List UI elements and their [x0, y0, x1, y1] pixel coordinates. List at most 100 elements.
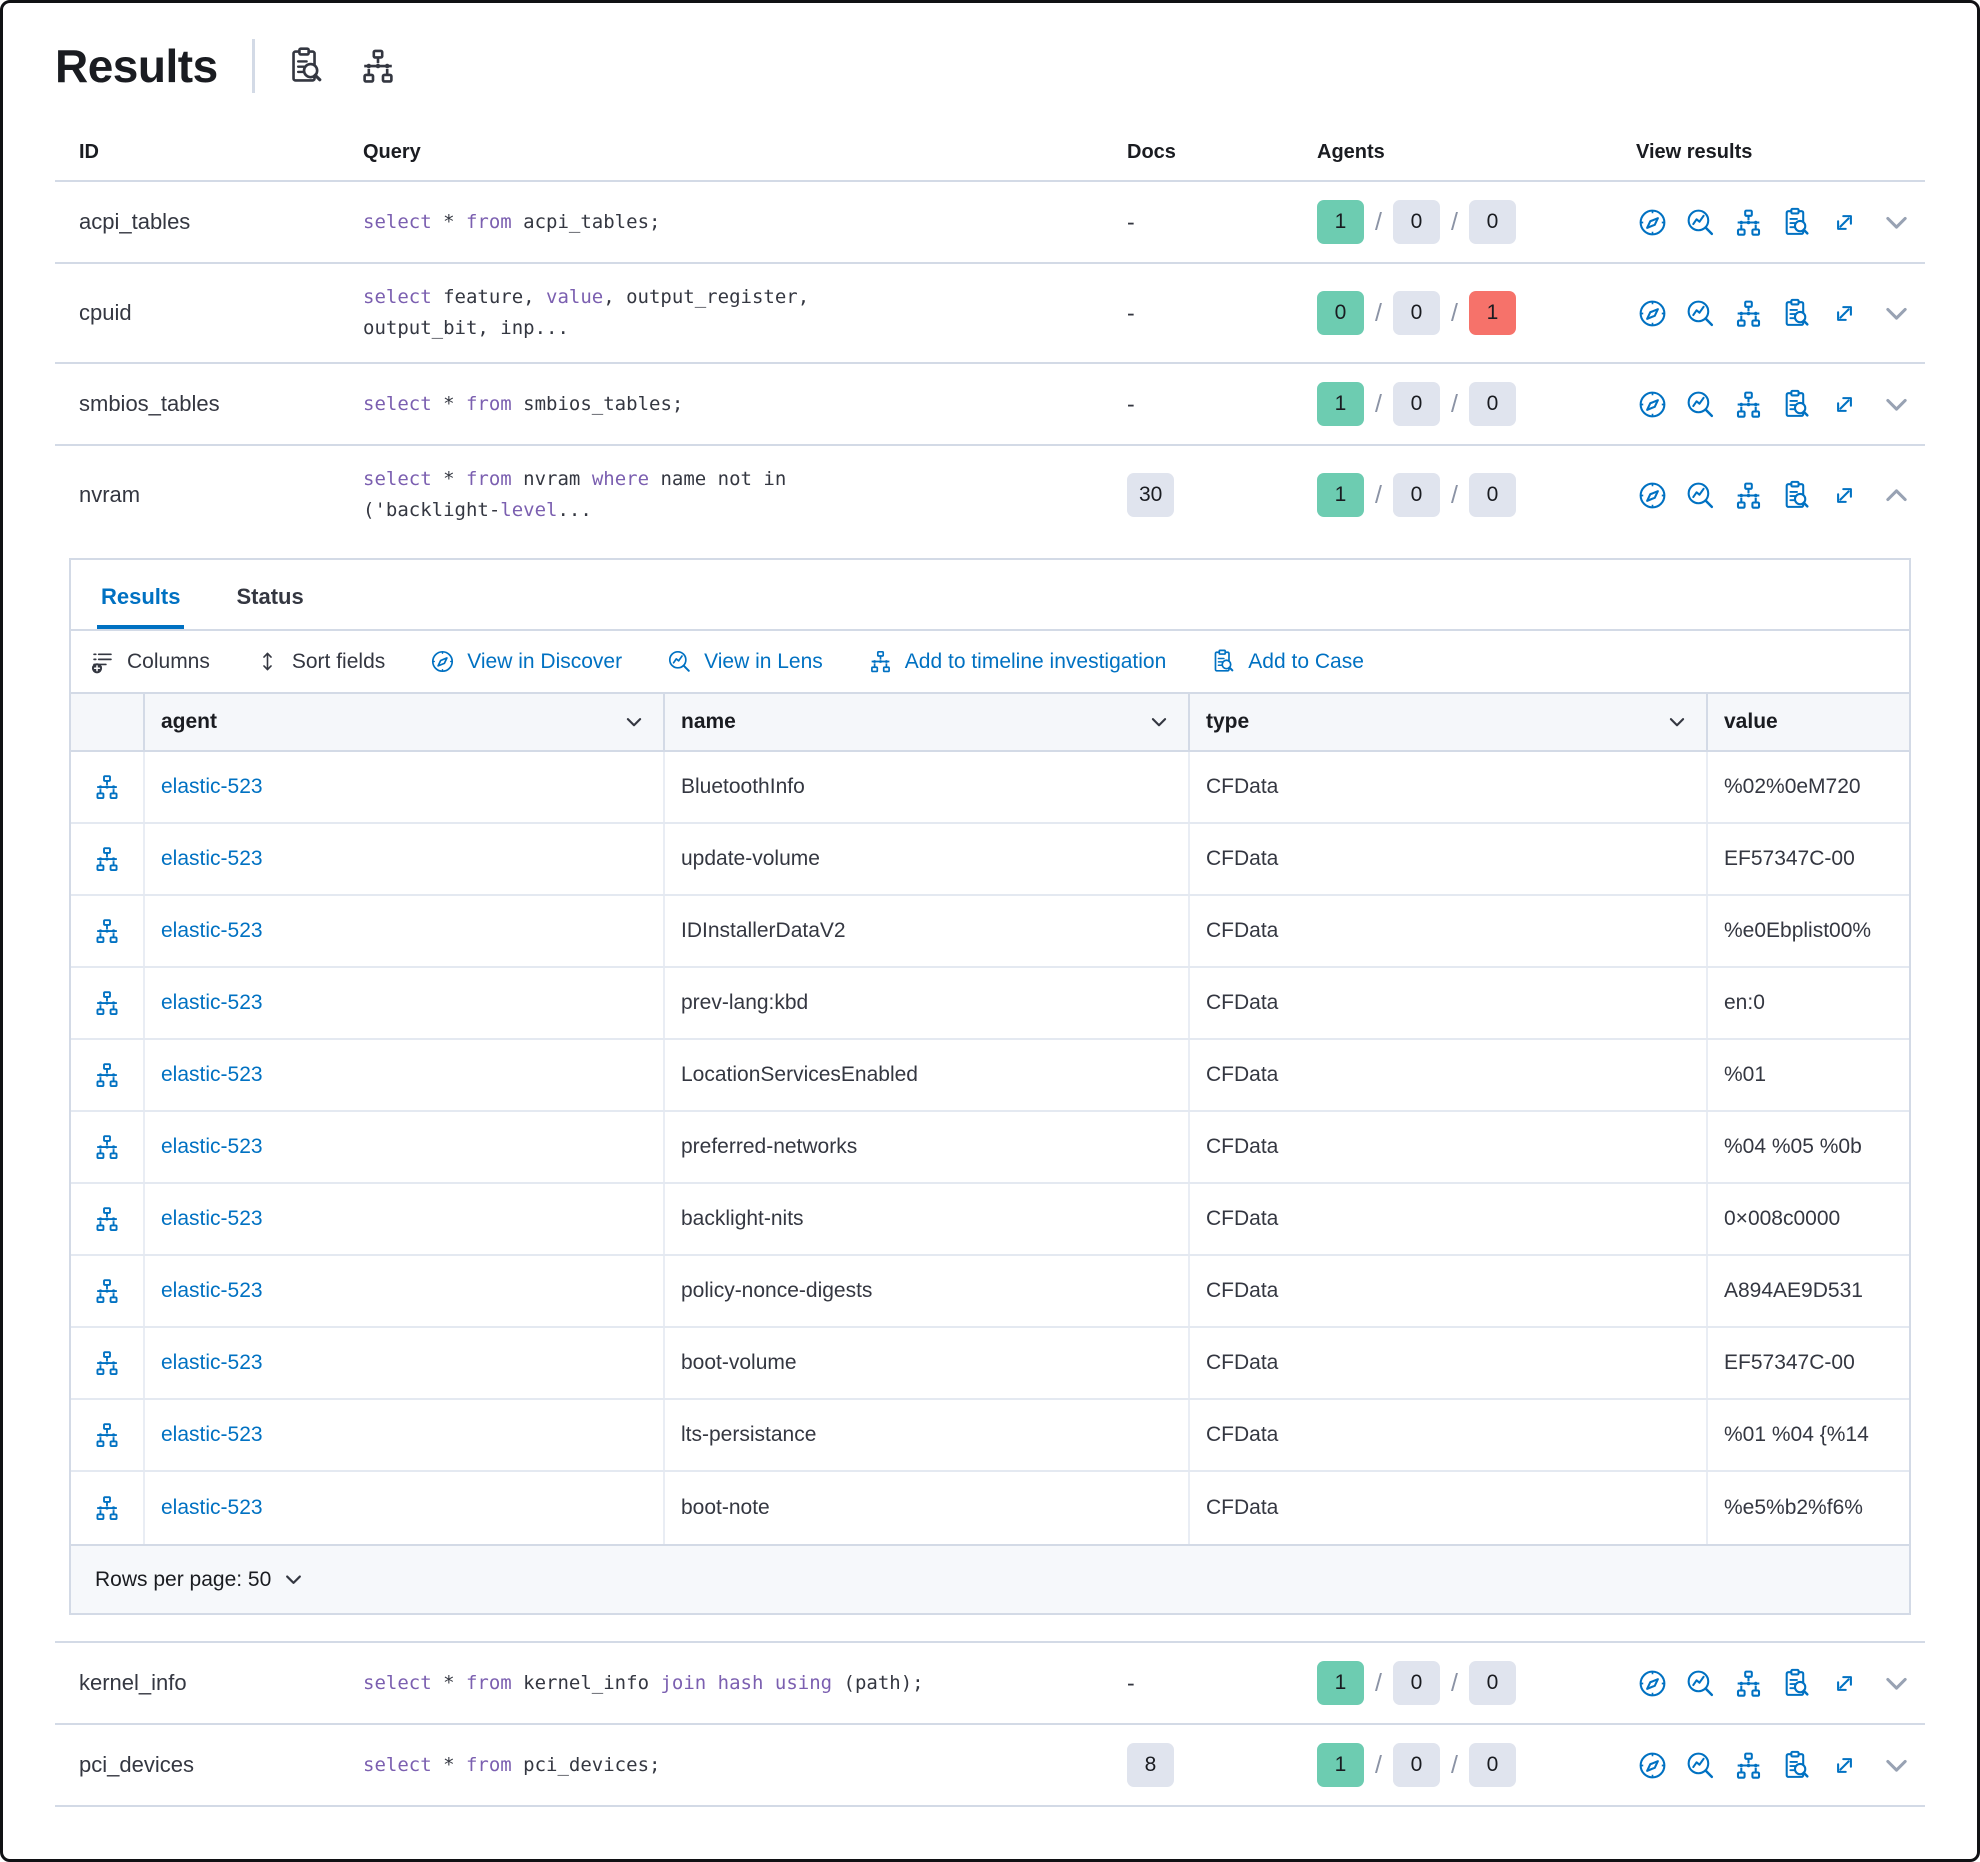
tab-results[interactable]: Results: [97, 560, 184, 629]
status-badge: 0: [1392, 1661, 1440, 1705]
chevron-down-icon[interactable]: [1146, 709, 1172, 735]
timeline-icon[interactable]: [92, 1493, 122, 1523]
rows-per-page-label[interactable]: Rows per page: 50: [95, 1567, 272, 1591]
clipboard-search-icon[interactable]: [1780, 206, 1813, 239]
compass-icon[interactable]: [1636, 206, 1669, 239]
agent-link[interactable]: elastic-523: [161, 1351, 263, 1374]
clipboard-search-icon[interactable]: [1780, 479, 1813, 512]
timeline-icon[interactable]: [1732, 206, 1765, 239]
agent-link[interactable]: elastic-523: [161, 1279, 263, 1302]
value-cell: %01: [1724, 1063, 1767, 1086]
query-id: acpi_tables: [79, 209, 191, 234]
lens-icon[interactable]: [1684, 388, 1717, 421]
query-sql: select * from smbios_tables;: [363, 392, 684, 415]
timeline-icon[interactable]: [92, 1348, 122, 1378]
toolbar-item-sort-fields[interactable]: Sort fields: [254, 648, 385, 675]
type-cell: CFData: [1190, 1184, 1708, 1254]
expand-icon[interactable]: [1828, 1749, 1861, 1782]
agent-link[interactable]: elastic-523: [161, 1207, 263, 1230]
clipboard-search-icon[interactable]: [1780, 1749, 1813, 1782]
name-cell: preferred-networks: [665, 1112, 1190, 1182]
row-actions-cell: [71, 1328, 145, 1398]
timeline-icon[interactable]: [92, 844, 122, 874]
timeline-icon[interactable]: [1732, 297, 1765, 330]
clipboard-search-icon[interactable]: [1780, 388, 1813, 421]
clipboard-search-icon[interactable]: [285, 45, 327, 87]
chevron-down-icon[interactable]: [621, 709, 647, 735]
expand-icon[interactable]: [1828, 388, 1861, 421]
docs-count: -: [1127, 208, 1135, 235]
agent-link[interactable]: elastic-523: [161, 919, 263, 942]
toolbar-item-view-in-lens[interactable]: View in Lens: [666, 648, 823, 675]
grid-col-header-actions: [71, 694, 145, 750]
timeline-icon[interactable]: [1732, 388, 1765, 421]
toolbar-item-view-in-discover[interactable]: View in Discover: [429, 648, 622, 675]
timeline-icon[interactable]: [1732, 1667, 1765, 1700]
agent-link[interactable]: elastic-523: [161, 1423, 263, 1446]
chevron-down-icon[interactable]: [1878, 204, 1915, 241]
expand-icon[interactable]: [1828, 479, 1861, 512]
timeline-icon[interactable]: [92, 988, 122, 1018]
toolbar-item-columns[interactable]: Columns: [89, 648, 210, 675]
agent-link[interactable]: elastic-523: [161, 1496, 263, 1519]
status-badge: 0: [1317, 291, 1364, 335]
expand-icon[interactable]: [1828, 206, 1861, 239]
compass-icon[interactable]: [1636, 479, 1669, 512]
table-row: acpi_tables select * from acpi_tables; -…: [55, 182, 1925, 262]
compass-icon[interactable]: [1636, 388, 1669, 421]
toolbar-item-add-to-timeline-investigation[interactable]: Add to timeline investigation: [867, 648, 1166, 675]
compass-icon[interactable]: [1636, 297, 1669, 330]
docs-count: -: [1127, 390, 1135, 417]
status-badge: 0: [1468, 200, 1516, 244]
chevron-up-icon[interactable]: [1878, 477, 1915, 514]
chevron-down-icon[interactable]: [1878, 1747, 1915, 1784]
grid-row: elastic-523 boot-note CFData %e5%b2%f6%: [71, 1472, 1909, 1544]
query-id: nvram: [79, 482, 141, 507]
lens-icon[interactable]: [1684, 1749, 1717, 1782]
toolbar-item-add-to-case[interactable]: Add to Case: [1210, 648, 1364, 675]
clipboard-search-icon[interactable]: [1780, 297, 1813, 330]
timeline-icon[interactable]: [1732, 1749, 1765, 1782]
tab-status[interactable]: Status: [236, 584, 304, 609]
results-table-body: acpi_tables select * from acpi_tables; -…: [55, 182, 1925, 1807]
grid-col-header-name[interactable]: name: [665, 694, 1190, 750]
agent-link[interactable]: elastic-523: [161, 1063, 263, 1086]
agent-link[interactable]: elastic-523: [161, 847, 263, 870]
timeline-icon[interactable]: [92, 916, 122, 946]
timeline-icon[interactable]: [92, 1276, 122, 1306]
chevron-down-icon[interactable]: [280, 1566, 307, 1593]
lens-icon[interactable]: [1684, 1667, 1717, 1700]
name-cell: prev-lang:kbd: [665, 968, 1190, 1038]
chevron-down-icon[interactable]: [1878, 295, 1915, 332]
agent-link[interactable]: elastic-523: [161, 775, 263, 798]
chevron-down-icon[interactable]: [1664, 709, 1690, 735]
timeline-icon[interactable]: [357, 45, 399, 87]
grid-row: elastic-523 LocationServicesEnabled CFDa…: [71, 1040, 1909, 1112]
compass-icon[interactable]: [1636, 1749, 1669, 1782]
expand-icon[interactable]: [1828, 297, 1861, 330]
timeline-icon[interactable]: [92, 1060, 122, 1090]
name-cell: lts-persistance: [665, 1400, 1190, 1470]
agent-link[interactable]: elastic-523: [161, 1135, 263, 1158]
type-cell: CFData: [1190, 824, 1708, 894]
timeline-icon[interactable]: [92, 1204, 122, 1234]
lens-icon[interactable]: [1684, 206, 1717, 239]
grid-col-header-type[interactable]: type: [1190, 694, 1708, 750]
status-badge: 0: [1468, 1743, 1516, 1787]
status-badge: 0: [1392, 1743, 1440, 1787]
chevron-down-icon[interactable]: [1878, 386, 1915, 423]
clipboard-search-icon[interactable]: [1780, 1667, 1813, 1700]
chevron-down-icon[interactable]: [1878, 1665, 1915, 1702]
timeline-icon[interactable]: [92, 772, 122, 802]
lens-icon[interactable]: [1684, 297, 1717, 330]
timeline-icon[interactable]: [92, 1420, 122, 1450]
lens-icon[interactable]: [1684, 479, 1717, 512]
timeline-icon[interactable]: [1732, 479, 1765, 512]
compass-icon[interactable]: [1636, 1667, 1669, 1700]
value-cell: EF57347C-00: [1724, 1351, 1855, 1374]
agent-link[interactable]: elastic-523: [161, 991, 263, 1014]
expand-icon[interactable]: [1828, 1667, 1861, 1700]
timeline-icon[interactable]: [92, 1132, 122, 1162]
grid-col-header-agent[interactable]: agent: [145, 694, 665, 750]
grid-col-header-value[interactable]: value: [1724, 710, 1778, 733]
